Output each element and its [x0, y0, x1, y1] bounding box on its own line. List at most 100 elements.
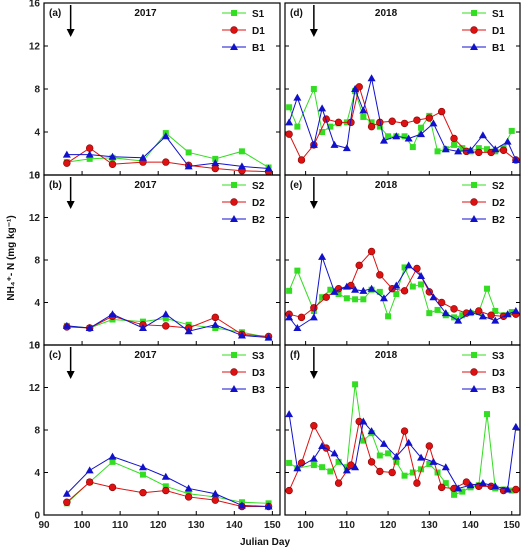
- series-S3: [286, 381, 515, 498]
- y-tick-label: 8: [34, 85, 40, 96]
- data-point-B1: [511, 155, 520, 163]
- data-point-S2: [484, 285, 491, 292]
- panel-label: (d): [290, 8, 303, 19]
- data-point-D3: [85, 478, 94, 486]
- data-point-B3: [478, 479, 487, 487]
- legend-label-S1: S1: [252, 9, 265, 20]
- legend-marker-S2: [471, 182, 477, 188]
- data-point-S3: [376, 452, 383, 459]
- data-point-B2: [211, 320, 220, 328]
- data-point-S3: [310, 462, 317, 469]
- plot-frame: [43, 344, 281, 516]
- legend-label-D1: D1: [492, 26, 505, 37]
- data-point-D2: [487, 311, 495, 319]
- data-point-B2: [454, 316, 463, 324]
- plot-frame: [284, 174, 521, 346]
- y-tick-label: 0: [34, 511, 40, 522]
- x-tick-label: 100: [297, 520, 314, 531]
- data-point-B3: [511, 422, 520, 430]
- series-B1: [62, 132, 273, 172]
- panel-e: (e) 2018 S2 D2 B2: [284, 174, 521, 346]
- data-point-S1: [319, 129, 326, 135]
- data-point-D2: [211, 313, 219, 322]
- data-point-B2: [342, 282, 351, 290]
- series-S1: [286, 86, 515, 155]
- event-arrow-head: [309, 201, 318, 209]
- legend-marker-S3: [231, 352, 237, 358]
- data-point-B1: [342, 144, 351, 152]
- panel-c: 0 4 8 12 16 90 100 110 120 130 140 150 (c) 2017 S3 D3 B3: [29, 341, 281, 532]
- legend-marker-B1: [470, 43, 478, 50]
- data-point-D3: [162, 486, 170, 495]
- data-point-B3: [330, 449, 339, 457]
- data-point-B1: [184, 162, 193, 170]
- data-point-S1: [484, 146, 491, 153]
- data-point-S1: [238, 148, 245, 155]
- data-point-D1: [285, 130, 293, 138]
- data-point-S1: [294, 123, 301, 130]
- x-tick-label: 110: [339, 520, 356, 531]
- data-point-B1: [417, 130, 426, 138]
- y-tick-label: 8: [34, 426, 40, 437]
- y-tick-label: 16: [29, 0, 41, 10]
- y-tick-label: 16: [29, 171, 41, 182]
- data-point-S2: [335, 291, 342, 297]
- data-point-S2: [352, 296, 359, 303]
- data-point-S1: [401, 133, 408, 140]
- data-point-D1: [388, 117, 396, 125]
- legend-label-D1: D1: [252, 26, 265, 37]
- data-point-B1: [491, 145, 500, 153]
- data-point-S3: [409, 469, 416, 476]
- data-point-D2: [310, 304, 318, 312]
- x-axis-label: Julian Day: [240, 537, 290, 548]
- data-point-S3: [442, 480, 449, 487]
- legend-label-S2: S2: [492, 181, 505, 192]
- legend-marker-B3: [230, 385, 238, 392]
- data-point-S2: [434, 306, 441, 313]
- data-point-B1: [330, 140, 339, 148]
- y-tick-label: 4: [34, 298, 40, 309]
- data-point-S2: [418, 281, 425, 288]
- data-point-B3: [62, 489, 71, 497]
- data-point-B1: [367, 74, 376, 82]
- legend-marker-D1: [470, 26, 478, 34]
- data-point-B1: [351, 85, 360, 92]
- data-point-D2: [400, 287, 409, 295]
- data-point-D2: [437, 298, 446, 307]
- series-line-S1: [288, 87, 513, 152]
- series-B1: [285, 74, 520, 163]
- data-point-B3: [342, 466, 351, 474]
- data-point-D3: [400, 427, 409, 435]
- series-B2: [62, 310, 273, 341]
- series-D2: [285, 247, 520, 322]
- chart-panels: 0 4 8 12 16 (a) 2017 S1 D1 B1 0 4 8 12 16 (b) 2017 S2 D2 B2…: [29, 0, 521, 531]
- data-point-S2: [294, 267, 301, 274]
- data-point-B3: [318, 441, 327, 449]
- x-tick-label: 140: [226, 520, 243, 531]
- data-point-B1: [503, 137, 512, 145]
- data-point-B3: [293, 464, 302, 472]
- data-point-B1: [62, 150, 71, 158]
- data-point-B1: [429, 119, 438, 127]
- data-point-B2: [417, 271, 426, 279]
- data-point-B3: [466, 481, 475, 489]
- series-line-D2: [288, 250, 516, 318]
- data-point-S3: [352, 381, 359, 388]
- data-point-B2: [138, 324, 147, 331]
- plot-frame: [43, 174, 281, 346]
- data-point-S2: [385, 313, 392, 320]
- panel-year: 2018: [375, 8, 398, 19]
- data-point-S2: [409, 283, 416, 290]
- data-point-S3: [109, 458, 116, 465]
- legend-label-S3: S3: [492, 351, 505, 362]
- data-point-S1: [286, 104, 293, 111]
- data-point-B2: [309, 313, 318, 321]
- y-tick-label: 12: [29, 42, 41, 53]
- legend-marker-S1: [231, 10, 237, 16]
- event-arrow-head: [309, 29, 318, 37]
- data-point-S3: [459, 488, 466, 495]
- data-point-B2: [478, 312, 487, 320]
- data-point-D3: [367, 458, 376, 466]
- data-point-S2: [376, 288, 383, 295]
- data-point-D1: [437, 107, 446, 116]
